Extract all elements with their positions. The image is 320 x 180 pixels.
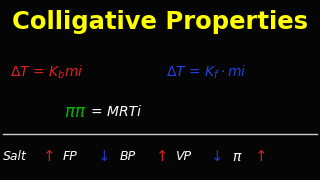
Text: ↑: ↑ <box>254 149 267 164</box>
Text: $\pi\pi$: $\pi\pi$ <box>64 103 86 121</box>
Text: ↑: ↑ <box>43 149 56 164</box>
Text: BP: BP <box>120 150 136 163</box>
Text: VP: VP <box>175 150 191 163</box>
Text: $\Delta$T = K$_f\cdot$mi: $\Delta$T = K$_f\cdot$mi <box>166 63 247 81</box>
Text: $\Delta$T = K$_b$mi: $\Delta$T = K$_b$mi <box>10 63 83 81</box>
Text: Colligative Properties: Colligative Properties <box>12 10 308 34</box>
Text: ↓: ↓ <box>211 149 224 164</box>
Text: Salt: Salt <box>3 150 27 163</box>
Text: ↑: ↑ <box>156 149 169 164</box>
Text: = MRTi: = MRTi <box>91 105 141 119</box>
Text: FP: FP <box>62 150 77 163</box>
Text: ↓: ↓ <box>98 149 110 164</box>
Text: $\pi$: $\pi$ <box>232 150 243 164</box>
